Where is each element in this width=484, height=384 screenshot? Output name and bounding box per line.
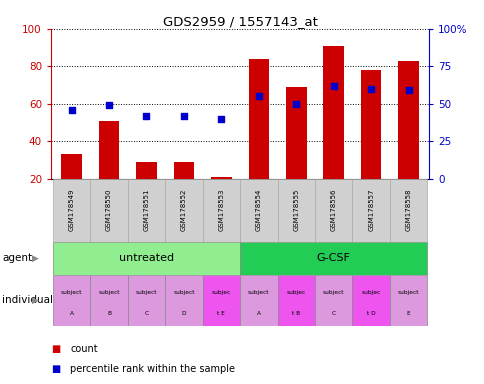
Bar	[360, 70, 381, 179]
Title: GDS2959 / 1557143_at: GDS2959 / 1557143_at	[162, 15, 317, 28]
Text: GSM178555: GSM178555	[293, 189, 299, 232]
Text: D: D	[182, 311, 186, 316]
Bar	[98, 121, 119, 179]
Bar	[389, 179, 426, 242]
Text: ■: ■	[51, 344, 60, 354]
Bar	[397, 61, 418, 179]
Bar	[173, 162, 194, 179]
Bar	[136, 162, 156, 179]
Text: individual: individual	[2, 295, 53, 306]
Text: GSM178549: GSM178549	[68, 189, 75, 232]
Bar	[53, 275, 90, 326]
Text: GSM178552: GSM178552	[181, 189, 186, 232]
Text: subjec: subjec	[212, 290, 230, 295]
Bar	[90, 179, 127, 242]
Bar	[389, 275, 426, 326]
Bar	[202, 275, 240, 326]
Text: GSM178551: GSM178551	[143, 189, 149, 232]
Text: subjec: subjec	[361, 290, 380, 295]
Text: B: B	[107, 311, 111, 316]
Bar	[352, 275, 389, 326]
Point	[142, 113, 150, 119]
Bar	[314, 275, 352, 326]
Bar	[202, 179, 240, 242]
Text: E: E	[406, 311, 409, 316]
Bar	[240, 242, 426, 275]
Text: untreated: untreated	[119, 253, 174, 263]
Text: G-CSF: G-CSF	[316, 253, 350, 263]
Bar	[90, 275, 127, 326]
Text: subject: subject	[397, 290, 419, 295]
Text: subject: subject	[98, 290, 120, 295]
Point	[366, 86, 374, 92]
Bar	[277, 179, 314, 242]
Text: subject: subject	[322, 290, 344, 295]
Point	[329, 83, 337, 89]
Bar	[248, 59, 269, 179]
Point	[292, 101, 300, 107]
Point	[404, 87, 412, 93]
Text: count: count	[70, 344, 98, 354]
Bar	[286, 87, 306, 179]
Bar	[277, 275, 314, 326]
Text: C: C	[331, 311, 335, 316]
Text: subject: subject	[173, 290, 194, 295]
Text: A: A	[69, 311, 74, 316]
Bar	[53, 242, 240, 275]
Bar	[323, 46, 343, 179]
Bar	[314, 179, 352, 242]
Text: GSM178556: GSM178556	[330, 189, 336, 232]
Point	[67, 107, 75, 113]
Bar	[61, 154, 82, 179]
Text: t D: t D	[366, 311, 375, 316]
Text: percentile rank within the sample: percentile rank within the sample	[70, 364, 235, 374]
Text: GSM178553: GSM178553	[218, 189, 224, 232]
Text: subjec: subjec	[286, 290, 305, 295]
Bar	[127, 275, 165, 326]
Text: ▶: ▶	[31, 254, 38, 263]
Text: subject: subject	[136, 290, 157, 295]
Bar	[165, 275, 202, 326]
Text: C: C	[144, 311, 148, 316]
Point	[180, 113, 187, 119]
Bar	[53, 179, 90, 242]
Text: t E: t E	[217, 311, 225, 316]
Text: t B: t B	[291, 311, 300, 316]
Bar	[240, 179, 277, 242]
Text: agent: agent	[2, 253, 32, 263]
Bar	[211, 177, 231, 179]
Text: GSM178557: GSM178557	[367, 189, 373, 232]
Text: GSM178550: GSM178550	[106, 189, 112, 232]
Point	[255, 93, 262, 99]
Text: GSM178558: GSM178558	[405, 189, 411, 232]
Point	[217, 116, 225, 122]
Text: subject: subject	[60, 290, 82, 295]
Text: A: A	[256, 311, 260, 316]
Bar	[240, 275, 277, 326]
Text: ■: ■	[51, 364, 60, 374]
Text: GSM178554: GSM178554	[255, 189, 261, 232]
Bar	[352, 179, 389, 242]
Bar	[165, 179, 202, 242]
Text: subject: subject	[247, 290, 269, 295]
Bar	[127, 179, 165, 242]
Point	[105, 102, 113, 108]
Text: ▶: ▶	[31, 296, 38, 305]
